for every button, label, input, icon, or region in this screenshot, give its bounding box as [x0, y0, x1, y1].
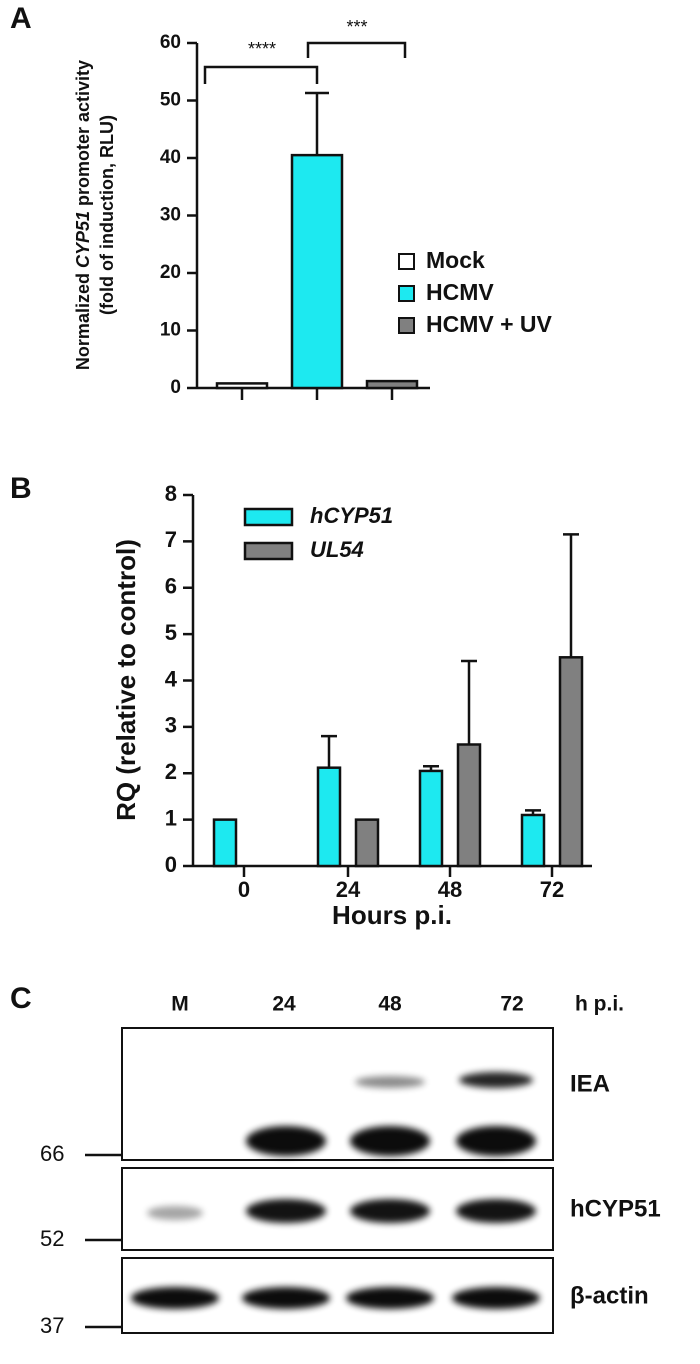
y-tick-label: 6 — [165, 574, 177, 599]
y-tick-label: 4 — [165, 666, 178, 691]
legend-swatch — [398, 253, 415, 270]
error-bar — [305, 91, 329, 156]
y-tick-label: 30 — [160, 205, 181, 226]
bar — [365, 379, 419, 390]
panel-label: B — [10, 472, 32, 505]
significance-label: **** — [248, 39, 276, 59]
row-label: hCYP51 — [570, 1195, 661, 1222]
y-tick-label: 7 — [165, 527, 177, 552]
bar — [558, 656, 584, 868]
y-tick-label: 10 — [160, 320, 181, 341]
lane-label: 48 — [378, 993, 402, 1016]
y-axis-label: Normalized CYP51 promoter activity — [73, 60, 93, 370]
x-tick-label: 24 — [336, 877, 361, 902]
panel-label: C — [10, 982, 32, 1015]
legend-label: HCMV — [426, 279, 494, 305]
band — [456, 1199, 536, 1223]
bar — [456, 743, 482, 868]
legend-label: Mock — [426, 247, 485, 273]
y-tick-label: 50 — [160, 90, 181, 111]
x-tick-label: 72 — [540, 877, 564, 902]
lane-label: 72 — [500, 993, 523, 1016]
row-label: IEA — [570, 1070, 610, 1097]
y-tick-label: 3 — [165, 713, 177, 738]
band — [246, 1199, 326, 1223]
band — [350, 1199, 430, 1223]
error-bar — [321, 734, 337, 768]
band — [131, 1287, 219, 1309]
bar — [316, 766, 342, 868]
x-tick-label: 0 — [238, 877, 250, 902]
marker-label: 66 — [40, 1141, 64, 1166]
marker-label: 52 — [40, 1226, 64, 1251]
y-label-part: Normalized — [73, 273, 93, 370]
legend-swatch — [398, 317, 415, 334]
band — [242, 1287, 330, 1309]
bar — [354, 818, 380, 868]
y-tick-label: 0 — [165, 852, 177, 877]
band — [456, 1126, 536, 1156]
y-label-part: CYP51 — [73, 211, 93, 268]
lane-label: 24 — [272, 993, 296, 1016]
bar — [215, 382, 269, 390]
y-label-part: promoter activity — [73, 60, 93, 206]
legend-label: HCMV + UV — [426, 311, 553, 337]
band — [246, 1126, 326, 1156]
y-axis-label: (fold of induction, RLU) — [97, 115, 117, 315]
legend-label: hCYP51 — [310, 503, 393, 528]
y-axis-label: RQ (relative to control) — [111, 539, 141, 821]
band — [355, 1076, 425, 1088]
significance-label: *** — [346, 17, 367, 37]
error-bar — [461, 659, 477, 745]
y-tick-label: 60 — [160, 32, 181, 53]
bar — [418, 769, 444, 868]
legend-label: UL54 — [310, 537, 364, 562]
y-tick-label: 5 — [165, 620, 177, 645]
legend-swatch — [398, 285, 415, 302]
significance-bracket — [306, 41, 407, 58]
x-axis-label: Hours p.i. — [332, 900, 452, 930]
error-bar — [525, 809, 541, 815]
band — [452, 1287, 540, 1309]
bar — [212, 818, 238, 868]
band — [350, 1126, 430, 1156]
marker-label: 37 — [40, 1313, 64, 1338]
error-bar — [423, 765, 439, 771]
y-tick-label: 40 — [160, 147, 181, 168]
band — [346, 1287, 434, 1309]
significance-bracket — [203, 65, 319, 84]
panel-label: A — [10, 2, 32, 35]
legend-swatch — [243, 541, 294, 561]
y-tick-label: 8 — [165, 481, 177, 506]
row-label: β-actin — [570, 1282, 649, 1309]
lane-label: M — [171, 993, 189, 1016]
band — [459, 1072, 533, 1088]
y-tick-label: 1 — [165, 805, 177, 830]
error-bar — [563, 533, 579, 658]
y-tick-label: 20 — [160, 262, 181, 283]
x-tick-label: 48 — [438, 877, 462, 902]
y-tick-label: 0 — [170, 377, 181, 398]
band — [147, 1206, 203, 1220]
y-tick-label: 2 — [165, 759, 177, 784]
legend-swatch — [243, 507, 294, 527]
bar — [290, 153, 344, 390]
bar — [520, 813, 546, 868]
lane-unit: h p.i. — [575, 993, 624, 1016]
